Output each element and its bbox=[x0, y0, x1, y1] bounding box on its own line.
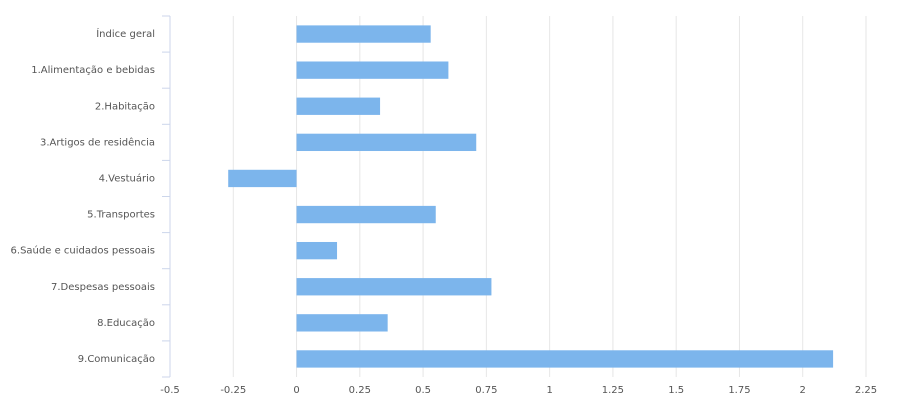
x-tick-label: 0.5 bbox=[415, 385, 431, 396]
bar bbox=[296, 25, 431, 43]
x-tick-label: 2.25 bbox=[855, 385, 877, 396]
x-tick-label: 1 bbox=[546, 385, 552, 396]
x-tick-label: 0 bbox=[293, 385, 299, 396]
x-tick-label: 0.25 bbox=[349, 385, 371, 396]
x-tick-label: -0.5 bbox=[160, 385, 180, 396]
bar bbox=[296, 278, 492, 296]
y-tick-label: 4.Vestuário bbox=[99, 172, 155, 184]
bar bbox=[296, 133, 477, 152]
x-tick-label: 2 bbox=[800, 385, 806, 396]
y-tick-label: 9.Comunicação bbox=[78, 354, 155, 365]
y-tick-label: 3.Artigos de residência bbox=[40, 136, 155, 148]
x-tick-label: 1.75 bbox=[728, 385, 750, 396]
y-tick-label: 6.Saúde e cuidados pessoais bbox=[11, 245, 155, 257]
bar bbox=[296, 241, 338, 260]
y-tick-label: 2.Habitação bbox=[95, 101, 155, 112]
x-tick-label: 0.75 bbox=[475, 385, 497, 396]
x-tick-label: -0.25 bbox=[220, 385, 246, 396]
y-tick-label: 7.Despesas pessoais bbox=[51, 282, 155, 293]
x-tick-label: 1.5 bbox=[668, 385, 684, 396]
bar bbox=[296, 205, 436, 224]
bar bbox=[296, 61, 449, 79]
bar bbox=[296, 350, 834, 368]
y-tick-label: 1.Alimentação e bebidas bbox=[31, 65, 155, 76]
x-tick-label: 1.25 bbox=[602, 385, 624, 396]
y-tick-label: 5.Transportes bbox=[87, 210, 155, 221]
bar bbox=[228, 169, 297, 188]
y-tick-label: Índice geral bbox=[96, 27, 155, 40]
bar bbox=[296, 97, 381, 115]
y-tick-label: 8.Educação bbox=[97, 318, 155, 329]
bar bbox=[296, 314, 388, 332]
